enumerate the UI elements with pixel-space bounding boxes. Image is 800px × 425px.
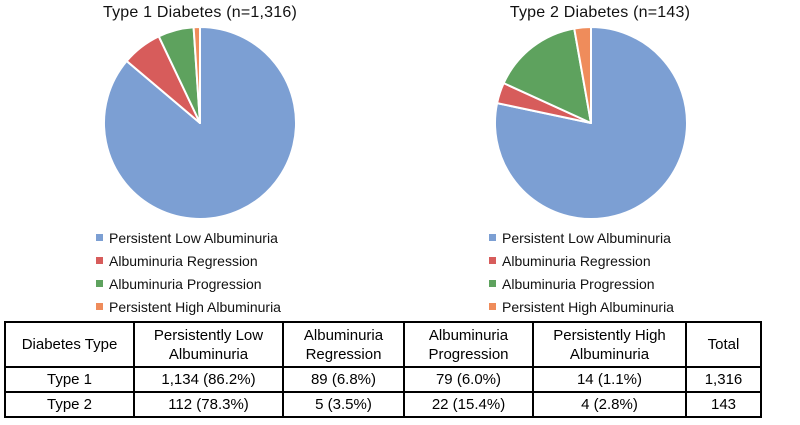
legend-label: Persistent High Albuminuria	[109, 298, 281, 315]
legend-type2: Persistent Low Albuminuria Albuminuria Re…	[489, 226, 674, 318]
pie-type1	[103, 25, 297, 220]
pie-slice-persistent-high-albuminuria	[573, 26, 592, 124]
column-header-albuminuria-regression: Albuminuria Regression	[282, 321, 405, 368]
row-label: Type 1	[4, 366, 135, 393]
legend-swatch-icon	[489, 303, 496, 310]
pie-slice-persistent-high-albuminuria	[192, 25, 201, 124]
table-row-type-2: Type 2 112 (78.3%) 5 (3.5%) 22 (15.4%) 4 (2.…	[4, 391, 762, 418]
legend-label: Persistent Low Albuminuria	[109, 229, 278, 246]
table-row-type-1: Type 1 1,134 (86.2%) 89 (6.8%) 79 (6.0%) 14 …	[4, 366, 762, 393]
cell-albuminuria-regression: 5 (3.5%)	[282, 391, 405, 418]
legend-item-persistent-high-albuminuria: Persistent High Albuminuria	[489, 295, 674, 318]
cell-persistently-high-albuminuria: 14 (1.1%)	[532, 366, 687, 393]
column-header-albuminuria-progression: Albuminuria Progression	[403, 321, 534, 368]
legend-label: Albuminuria Progression	[109, 275, 262, 292]
legend-item-persistent-high-albuminuria: Persistent High Albuminuria	[96, 295, 281, 318]
legend-item-persistent-low-albuminuria: Persistent Low Albuminuria	[489, 226, 674, 249]
pie-title-type2: Type 2 Diabetes (n=143)	[509, 4, 691, 21]
legend-item-albuminuria-progression: Albuminuria Progression	[489, 272, 674, 295]
legend-swatch-icon	[96, 234, 103, 241]
summary-table-header: Diabetes Type Persistently Low Albuminuri…	[4, 321, 762, 368]
summary-table-body: Type 1 1,134 (86.2%) 89 (6.8%) 79 (6.0%) 14 …	[4, 366, 762, 418]
legend-label: Albuminuria Regression	[109, 252, 258, 269]
legend-item-albuminuria-progression: Albuminuria Progression	[96, 272, 281, 295]
cell-total: 143	[685, 391, 762, 418]
row-label: Type 2	[4, 391, 135, 418]
legend-swatch-icon	[489, 257, 496, 264]
legend-item-persistent-low-albuminuria: Persistent Low Albuminuria	[96, 226, 281, 249]
legend-swatch-icon	[96, 280, 103, 287]
legend-swatch-icon	[96, 303, 103, 310]
legend-item-albuminuria-regression: Albuminuria Regression	[96, 249, 281, 272]
pie-type2	[494, 26, 688, 220]
column-header-persistently-low-albuminuria: Persistently Low Albuminuria	[133, 321, 284, 368]
pie-chart-type2: Type 2 Diabetes (n=143) Persistent Low A…	[400, 0, 800, 320]
legend-label: Persistent High Albuminuria	[502, 298, 674, 315]
cell-persistently-high-albuminuria: 4 (2.8%)	[532, 391, 687, 418]
summary-table: Diabetes Type Persistently Low Albuminuri…	[4, 321, 762, 418]
pie-title-type1: Type 1 Diabetes (n=1,316)	[102, 4, 297, 21]
column-header-persistently-high-albuminuria: Persistently High Albuminuria	[532, 321, 687, 368]
legend-swatch-icon	[489, 234, 496, 241]
legend-label: Persistent Low Albuminuria	[502, 229, 671, 246]
legend-label: Albuminuria Regression	[502, 252, 651, 269]
legend-type1: Persistent Low Albuminuria Albuminuria Re…	[96, 226, 281, 318]
cell-albuminuria-progression: 79 (6.0%)	[403, 366, 534, 393]
legend-swatch-icon	[96, 257, 103, 264]
cell-persistently-low-albuminuria: 112 (78.3%)	[133, 391, 284, 418]
legend-item-albuminuria-regression: Albuminuria Regression	[489, 249, 674, 272]
cell-total: 1,316	[685, 366, 762, 393]
cell-persistently-low-albuminuria: 1,134 (86.2%)	[133, 366, 284, 393]
pie-chart-type1: Type 1 Diabetes (n=1,316) Persistent Low…	[0, 0, 400, 320]
cell-albuminuria-regression: 89 (6.8%)	[282, 366, 405, 393]
legend-label: Albuminuria Progression	[502, 275, 655, 292]
legend-swatch-icon	[489, 280, 496, 287]
pie-slice-albuminuria-progression	[502, 27, 592, 124]
column-header-diabetes-type: Diabetes Type	[4, 321, 135, 368]
column-header-total: Total	[685, 321, 762, 368]
cell-albuminuria-progression: 22 (15.4%)	[403, 391, 534, 418]
